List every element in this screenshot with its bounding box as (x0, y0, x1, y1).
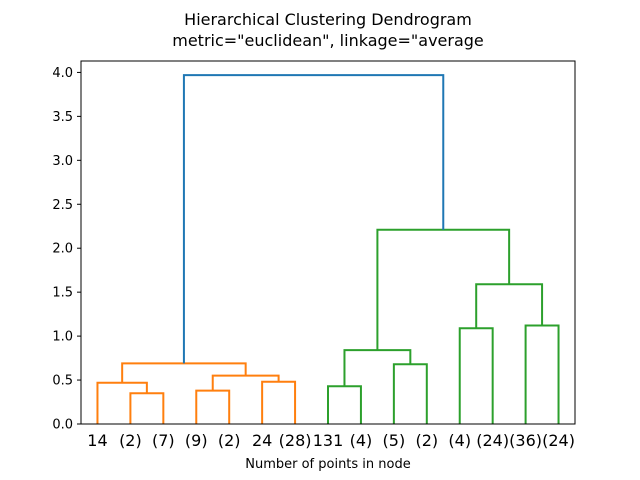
x-leaf-label: (4) (448, 431, 471, 450)
axes: 0.0 0.5 1.0 1.5 2.0 2.5 3.0 3.5 4.0 14 (2) (7) (9) (2… (52, 60, 576, 450)
y-tick-label: 0.5 (52, 374, 73, 389)
y-tick-label: 1.5 (52, 286, 73, 301)
x-axis-label: Number of points in node (245, 457, 411, 472)
y-tick-label: 0.0 (52, 418, 73, 433)
y-tick-label: 1.0 (52, 330, 73, 345)
dendrogram-link (458, 327, 494, 424)
x-leaf-label: (7) (152, 431, 175, 450)
chart-title-line1: Hierarchical Clustering Dendrogram (184, 10, 472, 29)
axes-box (80, 60, 576, 425)
x-leaf-label: (24) (542, 431, 575, 450)
dendrogram-link (129, 392, 165, 424)
x-leaf-label: (9) (185, 431, 208, 450)
y-tick-label: 2.5 (52, 198, 73, 213)
dendrogram-link (96, 381, 148, 424)
dendrogram-link (376, 228, 511, 351)
x-leaf-label: (36) (509, 431, 542, 450)
x-leaf-label: 14 (87, 431, 107, 450)
chart-title-line2: metric="euclidean", linkage="average (172, 31, 484, 50)
x-leaf-label: (2) (218, 431, 241, 450)
x-leaf-label: 24 (252, 431, 272, 450)
dendrogram-link (121, 362, 247, 383)
x-leaf-label: 131 (313, 431, 344, 450)
dendrogram-link (524, 324, 560, 424)
x-leaf-label: (5) (383, 431, 406, 450)
dendrogram-link (327, 385, 362, 424)
dendrogram-link (343, 349, 412, 387)
dendrogram-link (475, 283, 544, 329)
y-tick-label: 3.0 (52, 154, 73, 169)
dendrogram-link (182, 74, 445, 364)
x-leaf-label: (4) (350, 431, 373, 450)
dendrogram-link (261, 380, 297, 424)
x-leaf-label: (2) (119, 431, 142, 450)
dendrogram-link (211, 374, 280, 391)
dendrogram-link (392, 363, 428, 424)
dendrogram-links (96, 74, 560, 424)
x-leaf-label: (24) (476, 431, 509, 450)
y-tick-label: 3.5 (52, 110, 73, 125)
y-tick-label: 4.0 (52, 66, 73, 81)
x-leaf-label: (28) (279, 431, 312, 450)
y-tick-label: 2.0 (52, 242, 73, 257)
dendrogram-link (195, 389, 231, 424)
x-leaf-label: (2) (415, 431, 438, 450)
